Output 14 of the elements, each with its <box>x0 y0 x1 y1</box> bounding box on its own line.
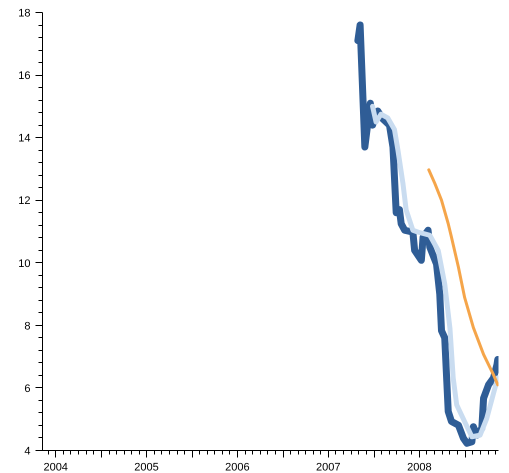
x-tick-label: 2004 <box>43 462 68 473</box>
x-tick-label: 2008 <box>407 462 432 473</box>
y-tick-label: 10 <box>18 258 31 270</box>
y-tick-label: 14 <box>18 132 31 145</box>
y-tick-label: 8 <box>24 320 31 332</box>
y-tick-label: 16 <box>18 70 31 82</box>
x-tick-label: 2006 <box>225 462 250 473</box>
line-series <box>427 168 498 386</box>
x-tick-label: 2005 <box>134 462 159 473</box>
y-tick-label: 6 <box>24 382 31 395</box>
y-tick-label: 4 <box>24 446 31 458</box>
y-tick-label: 12 <box>18 195 31 208</box>
x-tick-label: 2007 <box>316 462 340 473</box>
y-tick-label: 18 <box>18 8 31 20</box>
